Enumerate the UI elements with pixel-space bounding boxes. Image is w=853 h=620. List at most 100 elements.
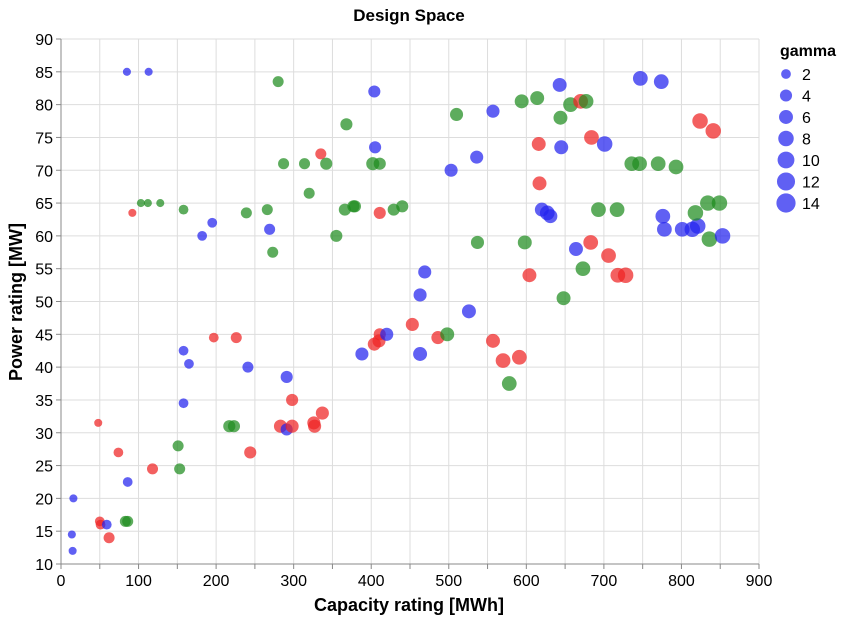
legend-label: 12 (802, 175, 820, 192)
legend-title: gamma (780, 43, 836, 60)
data-point (511, 349, 527, 365)
data-point (172, 440, 184, 452)
y-tick-label: 45 (35, 327, 53, 344)
data-point (668, 159, 684, 175)
data-point (396, 200, 409, 213)
data-point (653, 74, 669, 90)
legend-symbol (779, 89, 793, 102)
data-point (380, 327, 394, 341)
y-tick-label: 50 (35, 295, 53, 312)
data-point (264, 223, 276, 235)
y-tick-label: 30 (35, 426, 53, 443)
data-point (272, 76, 284, 88)
legend-label: 6 (802, 110, 811, 127)
data-point (609, 202, 625, 217)
data-point (144, 67, 153, 76)
data-point (113, 447, 124, 458)
data-point (280, 370, 293, 384)
data-point (632, 71, 648, 86)
y-tick-label: 35 (35, 393, 53, 410)
data-point (591, 202, 606, 217)
x-tick-label: 800 (668, 573, 695, 590)
data-point (242, 361, 254, 373)
data-point (543, 209, 558, 224)
data-point (714, 228, 731, 244)
data-point (278, 158, 290, 170)
chart-title: Design Space (353, 6, 465, 25)
data-point (470, 235, 485, 249)
data-point (103, 532, 115, 544)
data-point (308, 419, 322, 433)
data-point (143, 199, 152, 208)
legend-symbol (781, 69, 791, 79)
data-point (657, 221, 672, 237)
data-point (122, 477, 133, 487)
axes: 0 100 200 300 400 500 600 700 800 900 10 15 20 25 30 35… (35, 32, 772, 590)
data-point (632, 156, 647, 172)
data-point (330, 229, 343, 242)
data-point (650, 156, 666, 172)
data-point (522, 268, 537, 283)
data-point (315, 406, 329, 420)
data-point (440, 327, 455, 342)
x-tick-label: 400 (358, 573, 385, 590)
data-point (405, 317, 419, 332)
x-tick-label: 300 (280, 573, 307, 590)
data-point (68, 546, 77, 555)
data-point (69, 494, 78, 503)
x-tick-label: 600 (513, 573, 540, 590)
y-tick-label: 85 (35, 65, 53, 82)
data-point (689, 218, 706, 234)
data-point (227, 420, 241, 433)
data-point (369, 141, 382, 154)
data-point (413, 288, 427, 302)
y-tick-label: 40 (35, 360, 53, 377)
x-tick-label: 100 (125, 573, 152, 590)
data-point (184, 358, 194, 369)
data-point (655, 208, 671, 224)
data-point (517, 235, 532, 250)
x-tick-label: 0 (57, 573, 66, 590)
legend-symbol (779, 110, 793, 124)
data-point (601, 248, 616, 263)
y-tick-label: 90 (35, 32, 53, 49)
data-point (461, 304, 476, 319)
data-point (128, 208, 137, 217)
data-point (584, 130, 599, 145)
data-point (197, 231, 208, 241)
data-point (156, 199, 165, 208)
data-point (373, 157, 386, 170)
data-point (207, 217, 218, 228)
y-tick-label: 55 (35, 262, 53, 279)
y-tick-label: 65 (35, 196, 53, 213)
x-axis-title: Capacity rating [MWh] (314, 595, 504, 615)
data-point (178, 398, 189, 409)
data-point (94, 418, 103, 427)
data-point (711, 195, 728, 211)
data-point (501, 376, 517, 391)
gridlines (60, 38, 760, 565)
legend: gamma 2 4 6 8 10 12 14 (776, 43, 836, 213)
data-point (244, 446, 257, 459)
data-point (444, 163, 458, 177)
data-point (286, 393, 299, 406)
data-point (315, 148, 327, 160)
y-tick-label: 60 (35, 229, 53, 246)
x-tick-label: 900 (746, 573, 773, 590)
data-point (687, 205, 704, 221)
data-point (583, 235, 599, 250)
y-tick-label: 15 (35, 524, 53, 541)
data-point (530, 91, 545, 106)
data-point (320, 157, 333, 170)
data-point (553, 110, 568, 125)
x-tick-label: 500 (435, 573, 462, 590)
legend-symbol (776, 193, 796, 213)
legend-label: 4 (802, 89, 811, 106)
legend-label: 2 (802, 67, 811, 84)
data-points (67, 67, 731, 555)
y-tick-label: 25 (35, 459, 53, 476)
data-point (122, 515, 134, 527)
data-point (532, 176, 547, 191)
data-point (486, 333, 500, 348)
